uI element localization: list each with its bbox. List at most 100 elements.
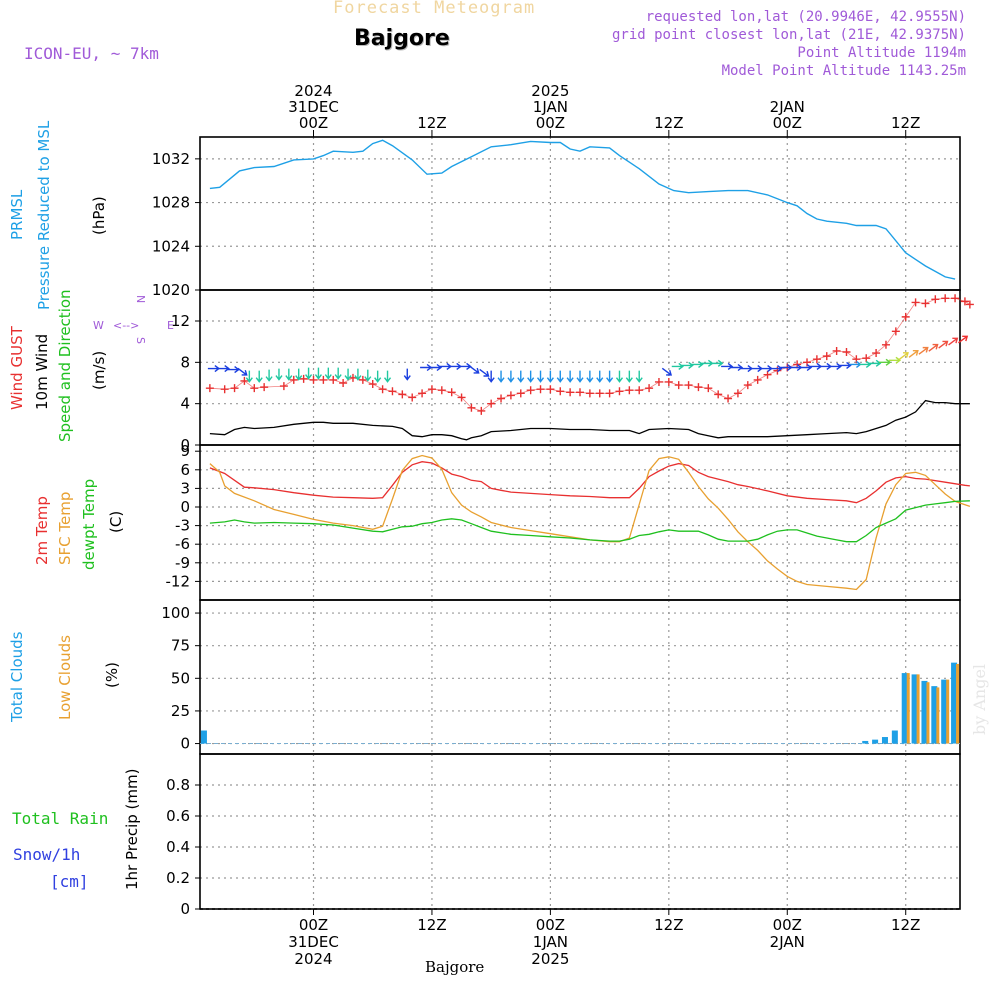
- time-label-top: 00Z: [773, 114, 802, 132]
- gust-marker: [348, 373, 357, 382]
- wind-direction-arrow: [344, 368, 352, 381]
- gust-marker: [220, 385, 229, 394]
- time-label-top: 2024: [294, 82, 332, 100]
- temp-sfc-line: [209, 454, 971, 591]
- wind-direction-arrow: [354, 368, 362, 381]
- y-tick-label: 8: [180, 353, 190, 371]
- y-tick-label: 0.8: [166, 776, 190, 794]
- time-label-top: 00Z: [536, 114, 565, 132]
- wind-direction-arrow: [566, 370, 574, 383]
- y-tick-label: 9: [180, 442, 190, 460]
- time-label-top: 00Z: [299, 114, 328, 132]
- wind-direction-arrow: [487, 370, 495, 383]
- gust-marker: [585, 389, 594, 398]
- model-label: ICON-EU, ~ 7km: [24, 44, 159, 63]
- wind-direction-arrow: [691, 360, 704, 368]
- time-label-top: 12Z: [891, 114, 920, 132]
- gust-marker: [556, 387, 565, 396]
- wind-direction-arrow: [625, 370, 633, 383]
- low-cloud-bar: [956, 663, 960, 744]
- gust-marker: [664, 377, 673, 386]
- total-cloud-bar: [862, 740, 869, 744]
- gust-marker: [299, 374, 308, 383]
- point-altitude: Point Altitude 1194m: [797, 45, 966, 61]
- time-label-bottom: 2JAN: [770, 933, 805, 951]
- gust-marker: [536, 385, 545, 394]
- low-cloud-bar: [926, 682, 930, 744]
- wind-direction-arrow: [227, 366, 240, 374]
- gust-marker: [358, 375, 367, 384]
- wind-direction-arrow: [546, 370, 554, 383]
- gust-marker: [931, 295, 940, 304]
- gust-marker: [467, 403, 476, 412]
- wind-direction-arrow: [383, 370, 392, 383]
- gust-marker: [506, 391, 515, 400]
- total-cloud-bar: [891, 730, 898, 744]
- wind-direction-arrow: [305, 367, 313, 380]
- gust-marker: [704, 384, 713, 393]
- wind-direction-arrow: [479, 368, 490, 377]
- gust-marker: [724, 394, 733, 403]
- wind-direction-arrow: [295, 368, 303, 381]
- wind-direction-arrow: [314, 367, 323, 380]
- wind-direction-arrow: [586, 370, 594, 383]
- wind-direction-arrow: [507, 370, 515, 383]
- wind-direction-arrow: [635, 370, 643, 383]
- grid-coords: grid point closest lon,lat (21E, 42.9375…: [611, 27, 966, 43]
- gust-marker: [862, 354, 871, 363]
- gust-marker: [674, 381, 683, 390]
- pressure-series-line: [209, 139, 956, 280]
- total-cloud-bar: [881, 737, 888, 744]
- wind-direction-arrow: [750, 364, 763, 373]
- wind-direction-arrow: [285, 368, 293, 381]
- gust-marker: [205, 384, 214, 393]
- time-label-top: 2JAN: [770, 98, 805, 116]
- gust-marker: [733, 389, 742, 398]
- wind-direction-arrow: [556, 370, 564, 383]
- panel-wind: [195, 289, 961, 446]
- low-cloud-bar: [946, 679, 950, 744]
- y-tick-label: 50: [171, 669, 190, 687]
- gust-marker: [615, 387, 624, 396]
- wind-direction-arrow: [888, 356, 902, 364]
- gust-marker: [635, 386, 644, 395]
- gust-marker: [605, 389, 614, 398]
- gust-marker: [497, 394, 506, 403]
- time-label-bottom: 00Z: [773, 916, 802, 934]
- wind-direction-arrow: [809, 362, 823, 371]
- time-label-bottom: 2025: [531, 950, 569, 968]
- gust-marker: [763, 370, 772, 379]
- wind-direction-arrow: [237, 367, 248, 376]
- gust-marker: [339, 379, 348, 387]
- time-label-top: 1JAN: [533, 98, 568, 116]
- time-label-top: 31DEC: [288, 98, 339, 116]
- gust-marker: [289, 375, 298, 384]
- y-tick-label: 12: [171, 312, 190, 330]
- gust-marker: [625, 386, 634, 395]
- y-tick-label: 6: [180, 461, 190, 479]
- gust-marker: [388, 387, 397, 396]
- gust-marker: [812, 355, 821, 364]
- y-tick-label: 3: [180, 479, 190, 497]
- y-tick-label: 1032: [152, 150, 190, 168]
- panel-frame: [199, 753, 961, 910]
- gust-marker: [368, 380, 377, 389]
- wind-direction-arrow: [615, 370, 624, 383]
- gust-marker: [250, 384, 259, 393]
- gust-marker: [891, 327, 900, 336]
- wind-direction-arrow: [403, 368, 411, 381]
- gust-marker: [684, 381, 693, 390]
- precip-label-unit: [cm]: [50, 872, 89, 891]
- wind-direction-arrow: [536, 370, 545, 383]
- gust-marker: [941, 294, 950, 303]
- panel-frame: [199, 599, 961, 755]
- wind-direction-arrow: [596, 370, 604, 383]
- time-label-bottom: 00Z: [536, 916, 565, 934]
- compass-w: W: [93, 319, 104, 332]
- panel-frame: [199, 444, 961, 601]
- gust-marker: [911, 298, 920, 307]
- gust-marker: [408, 393, 417, 402]
- gust-marker: [832, 346, 841, 355]
- wind-direction-arrow: [790, 363, 803, 372]
- y-tick-label: 0: [180, 900, 190, 918]
